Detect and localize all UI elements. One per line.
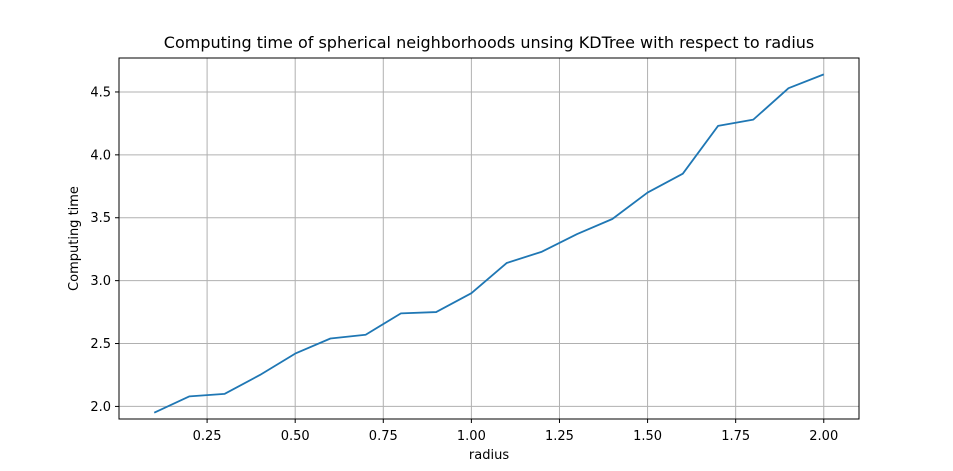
y-tick-label: 4.5 bbox=[90, 85, 111, 100]
series-layer bbox=[153, 73, 825, 414]
plot-frame bbox=[118, 57, 860, 420]
x-tick-label: 0.75 bbox=[369, 429, 398, 444]
x-tick-label: 0.25 bbox=[193, 429, 222, 444]
x-tick-label: 1.00 bbox=[457, 429, 486, 444]
x-tick-label: 2.00 bbox=[809, 429, 838, 444]
chart-title: Computing time of spherical neighborhood… bbox=[164, 33, 814, 52]
series-line bbox=[153, 73, 825, 414]
x-axis-label: radius bbox=[469, 448, 509, 463]
x-tick-label: 1.25 bbox=[545, 429, 574, 444]
x-tick-label: 0.50 bbox=[281, 429, 310, 444]
y-tick-label: 3.0 bbox=[90, 274, 111, 289]
y-tick-label: 2.0 bbox=[90, 400, 111, 415]
ticks: 0.25 0.50 0.75 1.00 1.25 1.50 1.75 2.00 2.0 2.5 3.… bbox=[90, 85, 838, 444]
y-tick-label: 3.5 bbox=[90, 211, 111, 226]
y-axis-label: Computing time bbox=[67, 186, 82, 291]
y-tick-label: 4.0 bbox=[90, 148, 111, 163]
y-tick-label: 2.5 bbox=[90, 337, 111, 352]
x-tick-label: 1.50 bbox=[633, 429, 662, 444]
grid bbox=[119, 58, 859, 419]
x-tick-label: 1.75 bbox=[721, 429, 750, 444]
